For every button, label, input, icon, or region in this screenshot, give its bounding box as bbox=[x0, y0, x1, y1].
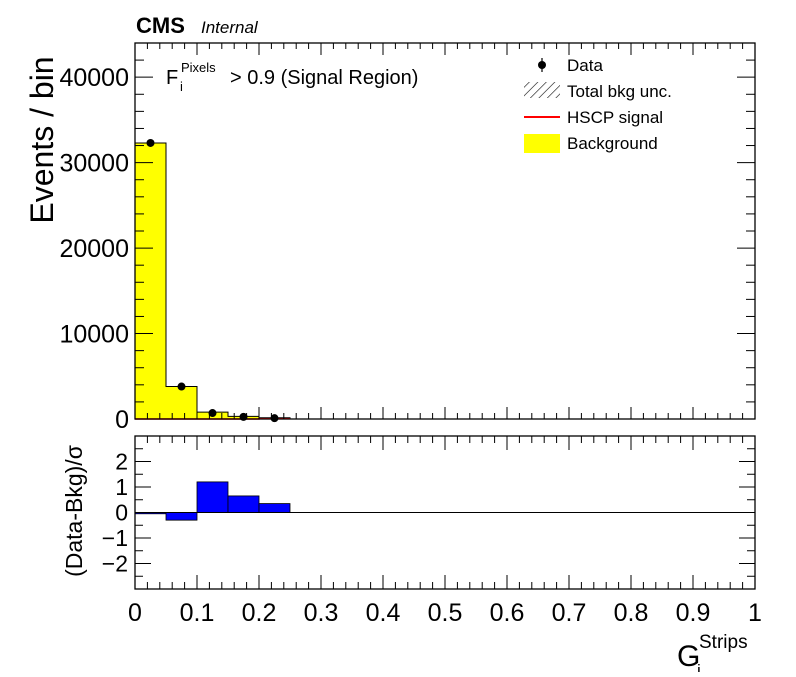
x-tick-label: 0.8 bbox=[614, 599, 649, 627]
ratio-bar bbox=[166, 513, 197, 521]
legend-label-unc: Total bkg unc. bbox=[567, 82, 672, 101]
legend-entry-unc: Total bkg unc. bbox=[524, 82, 672, 101]
main-y-tick-label: 30000 bbox=[59, 150, 129, 178]
background-bar bbox=[166, 387, 197, 419]
annotation-superscript: Pixels bbox=[181, 60, 216, 75]
background-histogram bbox=[135, 143, 290, 419]
x-tick-label: 0.9 bbox=[676, 599, 711, 627]
legend-hatch-swatch bbox=[524, 82, 560, 98]
ratio-y-tick-label: 0 bbox=[115, 500, 128, 526]
x-tick-label: 0.1 bbox=[180, 599, 215, 627]
x-tick-label: 0.6 bbox=[490, 599, 525, 627]
legend-entry-background: Background bbox=[524, 134, 658, 153]
ratio-y-tick-label: −1 bbox=[102, 525, 128, 551]
ratio-bar bbox=[259, 504, 290, 513]
ratio-histogram bbox=[135, 482, 290, 520]
annotation-subscript: i bbox=[180, 79, 183, 94]
x-tick-label: 0.2 bbox=[242, 599, 277, 627]
main-plot-panel: 0 10000 20000 30000 40000 Events / bin F i P… bbox=[24, 43, 755, 434]
main-y-tick-label: 20000 bbox=[59, 235, 129, 263]
main-y-axis-label: Events / bin bbox=[24, 56, 60, 223]
status-label: Internal bbox=[201, 18, 259, 37]
ratio-bar bbox=[228, 496, 259, 513]
x-tick-label: 0.3 bbox=[304, 599, 339, 627]
x-tick-label: 0 bbox=[128, 599, 142, 627]
x-axis-label: G i Strips bbox=[677, 632, 748, 672]
ratio-y-tick-label: −2 bbox=[102, 551, 128, 577]
x-axis-label-superscript: Strips bbox=[699, 632, 748, 653]
annotation-text: > 0.9 (Signal Region) bbox=[230, 67, 418, 89]
legend-label-signal: HSCP signal bbox=[567, 108, 663, 127]
legend-data-marker bbox=[538, 61, 546, 69]
annotation-symbol: F bbox=[166, 67, 178, 89]
x-axis-label-subscript: i bbox=[697, 661, 701, 672]
ratio-bar bbox=[197, 482, 228, 513]
experiment-label: CMS bbox=[136, 13, 185, 38]
background-bar bbox=[135, 143, 166, 419]
legend-entry-data: Data bbox=[538, 56, 603, 75]
region-annotation: F i Pixels > 0.9 (Signal Region) bbox=[166, 60, 418, 94]
legend-background-swatch bbox=[524, 134, 560, 153]
x-tick-label: 0.4 bbox=[366, 599, 401, 627]
x-tick-labels: 0 0.1 0.2 0.3 0.4 0.5 0.6 0.7 0.8 0.9 1 bbox=[128, 599, 762, 627]
legend-label-background: Background bbox=[567, 134, 658, 153]
ratio-y-tick-label: 2 bbox=[115, 449, 128, 475]
ratio-y-tick-label: 1 bbox=[115, 474, 128, 500]
main-y-tick-labels: 0 10000 20000 30000 40000 bbox=[59, 64, 129, 434]
x-tick-label: 0.7 bbox=[552, 599, 587, 627]
main-y-tick-label: 0 bbox=[115, 406, 129, 434]
legend-entry-signal: HSCP signal bbox=[524, 108, 663, 127]
x-tick-label: 1 bbox=[748, 599, 762, 627]
main-y-tick-label: 10000 bbox=[59, 321, 129, 349]
data-point bbox=[147, 139, 155, 147]
x-tick-label: 0.5 bbox=[428, 599, 463, 627]
legend: Data Total bkg unc. HSCP signal Backgrou… bbox=[524, 56, 672, 153]
main-y-tick-label: 40000 bbox=[59, 64, 129, 92]
ratio-y-axis-label: (Data-Bkg)/σ bbox=[61, 445, 87, 577]
legend-label-data: Data bbox=[567, 56, 603, 75]
data-point bbox=[178, 383, 186, 391]
